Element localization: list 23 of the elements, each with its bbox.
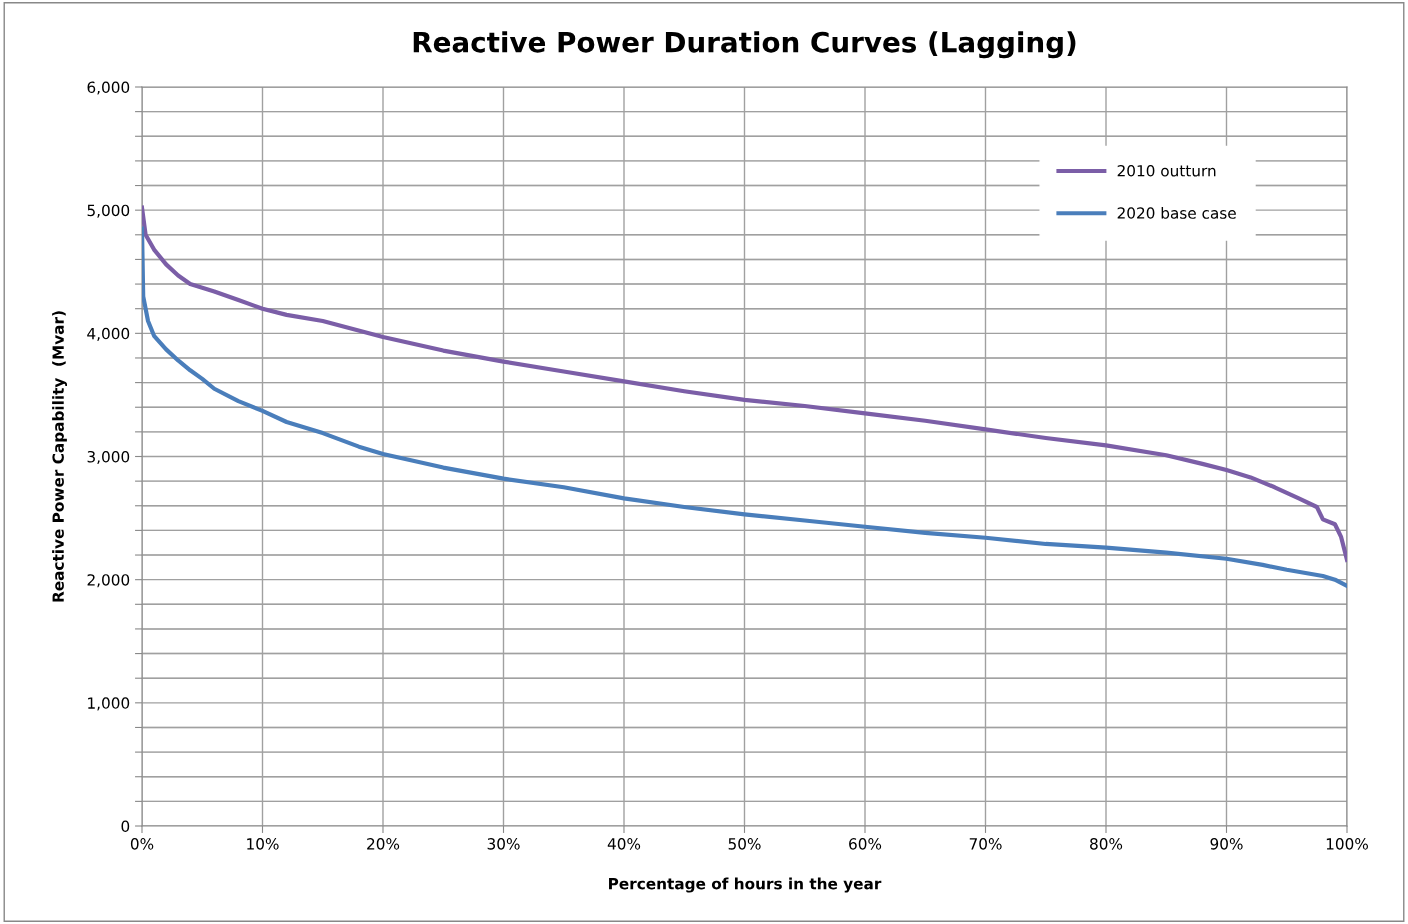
x-tick-label: 0% — [130, 838, 154, 850]
x-tick-label: 10% — [247, 838, 279, 850]
chart-title: Reactive Power Duration Curves (Lagging) — [413, 31, 1076, 59]
x-tick-label: 60% — [849, 838, 882, 850]
x-tick-label: 70% — [969, 838, 1002, 850]
x-tick-label: 90% — [1210, 838, 1243, 850]
y-tick-label: 0 — [121, 820, 130, 833]
x-tick-label: 40% — [607, 838, 641, 850]
y-tick-label: 3,000 — [87, 450, 130, 465]
x-tick-label: 20% — [367, 838, 400, 850]
y-tick-label: 2,000 — [87, 574, 130, 588]
legend-label: 2020 base case — [1117, 206, 1236, 219]
y-tick-label: 1,000 — [88, 697, 130, 711]
y-axis-title: Reactive Power Capability (Mvar) — [52, 311, 68, 602]
x-axis-title: Percentage of hours in the year — [609, 877, 882, 893]
x-tick-label: 80% — [1090, 838, 1123, 850]
x-tick-label: 30% — [487, 838, 520, 850]
y-tick-label: 4,000 — [87, 327, 130, 341]
legend-label: 2010 outturn — [1117, 164, 1216, 177]
y-tick-label: 5,000 — [87, 204, 130, 218]
x-tick-label: 50% — [728, 838, 761, 850]
y-tick-label: 6,000 — [87, 81, 130, 95]
x-tick-label: 100% — [1326, 838, 1368, 850]
